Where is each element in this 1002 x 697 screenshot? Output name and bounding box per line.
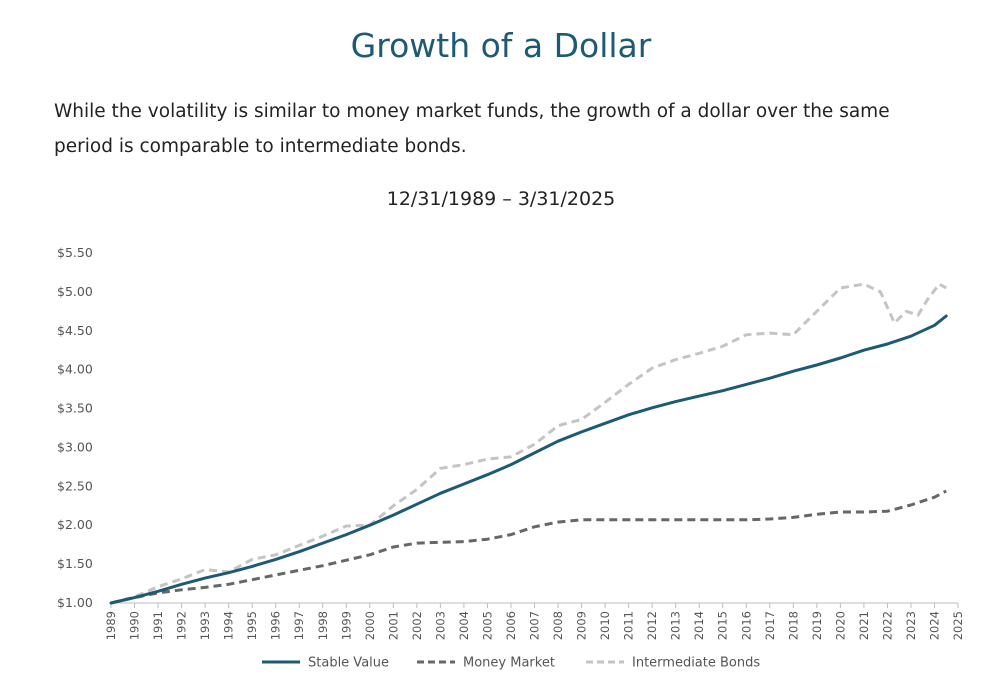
series-line-intermediate-bonds <box>110 282 947 605</box>
x-tick-label: 1994 <box>222 611 236 640</box>
x-tick-label: 2008 <box>551 611 565 640</box>
y-tick-label: $4.50 <box>57 323 93 338</box>
y-tick-label: $1.00 <box>57 595 93 610</box>
y-tick-label: $4.00 <box>57 362 93 377</box>
x-tick-label: 1990 <box>128 611 142 640</box>
x-tick-label: 2015 <box>716 611 730 640</box>
x-tick-label: 2007 <box>528 611 542 640</box>
x-tick-label: 1996 <box>269 611 283 640</box>
x-tick-label: 2018 <box>786 611 800 640</box>
legend-label: Stable Value <box>308 656 389 671</box>
x-tick-label: 2013 <box>669 611 683 640</box>
x-tick-label: 2025 <box>951 611 965 640</box>
chart-title: 12/31/1989 – 3/31/2025 <box>386 188 616 210</box>
x-tick-label: 2019 <box>810 611 824 640</box>
y-tick-label: $3.50 <box>57 401 93 416</box>
y-tick-label: $5.00 <box>57 284 93 299</box>
legend: Stable Value Money Market Intermediate Bon… <box>262 656 760 671</box>
series-line-stable-value <box>109 314 948 605</box>
legend-label: Intermediate Bonds <box>632 656 760 671</box>
x-tick-label: 1991 <box>151 611 165 640</box>
series-line-money-market <box>110 489 947 605</box>
x-tick-label: 2016 <box>739 611 753 640</box>
x-tick-label: 2011 <box>622 611 636 640</box>
x-axis: 1989 1990 1991 1992 1993 1994 1995 1996 1997 1998… <box>104 602 965 640</box>
x-tick-label: 2003 <box>433 611 447 640</box>
x-tick-label: 2002 <box>410 611 424 640</box>
x-tick-label: 1999 <box>339 611 353 640</box>
x-tick-label: 2014 <box>692 611 706 640</box>
x-tick-label: 2022 <box>880 611 894 640</box>
x-tick-label: 1989 <box>104 611 118 640</box>
y-tick-label: $3.00 <box>57 439 93 454</box>
x-tick-label: 1995 <box>245 611 259 640</box>
x-tick-label: 1997 <box>292 611 306 640</box>
x-tick-label: 2020 <box>833 611 847 640</box>
x-tick-label: 1998 <box>316 611 330 640</box>
x-tick-label: 2009 <box>575 611 589 640</box>
x-tick-label: 2024 <box>927 611 941 640</box>
x-tick-label: 2010 <box>598 611 612 640</box>
x-tick-label: 2021 <box>857 611 871 640</box>
x-tick-label: 2023 <box>904 611 918 640</box>
page-title: Growth of a Dollar <box>350 26 652 65</box>
x-tick-label: 2005 <box>480 611 494 640</box>
y-tick-label: $1.50 <box>57 556 93 571</box>
x-tick-label: 2001 <box>386 611 400 640</box>
x-tick-label: 2006 <box>504 611 518 640</box>
intro-paragraph: While the volatility is similar to money… <box>54 101 890 157</box>
x-tick-label: 2004 <box>457 611 471 640</box>
series-layer <box>109 282 948 605</box>
y-tick-label: $5.50 <box>57 245 93 260</box>
x-tick-label: 2012 <box>645 611 659 640</box>
y-tick-label: $2.50 <box>57 478 93 493</box>
x-tick-label: 2017 <box>763 611 777 640</box>
x-tick-label: 2000 <box>363 611 377 640</box>
y-axis: $1.00 $1.50 $2.00 $2.50 $3.00 $3.50 $4.00 $4.50… <box>57 245 93 610</box>
x-tick-label: 1992 <box>175 611 189 640</box>
legend-label: Money Market <box>463 656 555 671</box>
y-tick-label: $2.00 <box>57 517 93 532</box>
x-tick-label: 1993 <box>198 611 212 640</box>
